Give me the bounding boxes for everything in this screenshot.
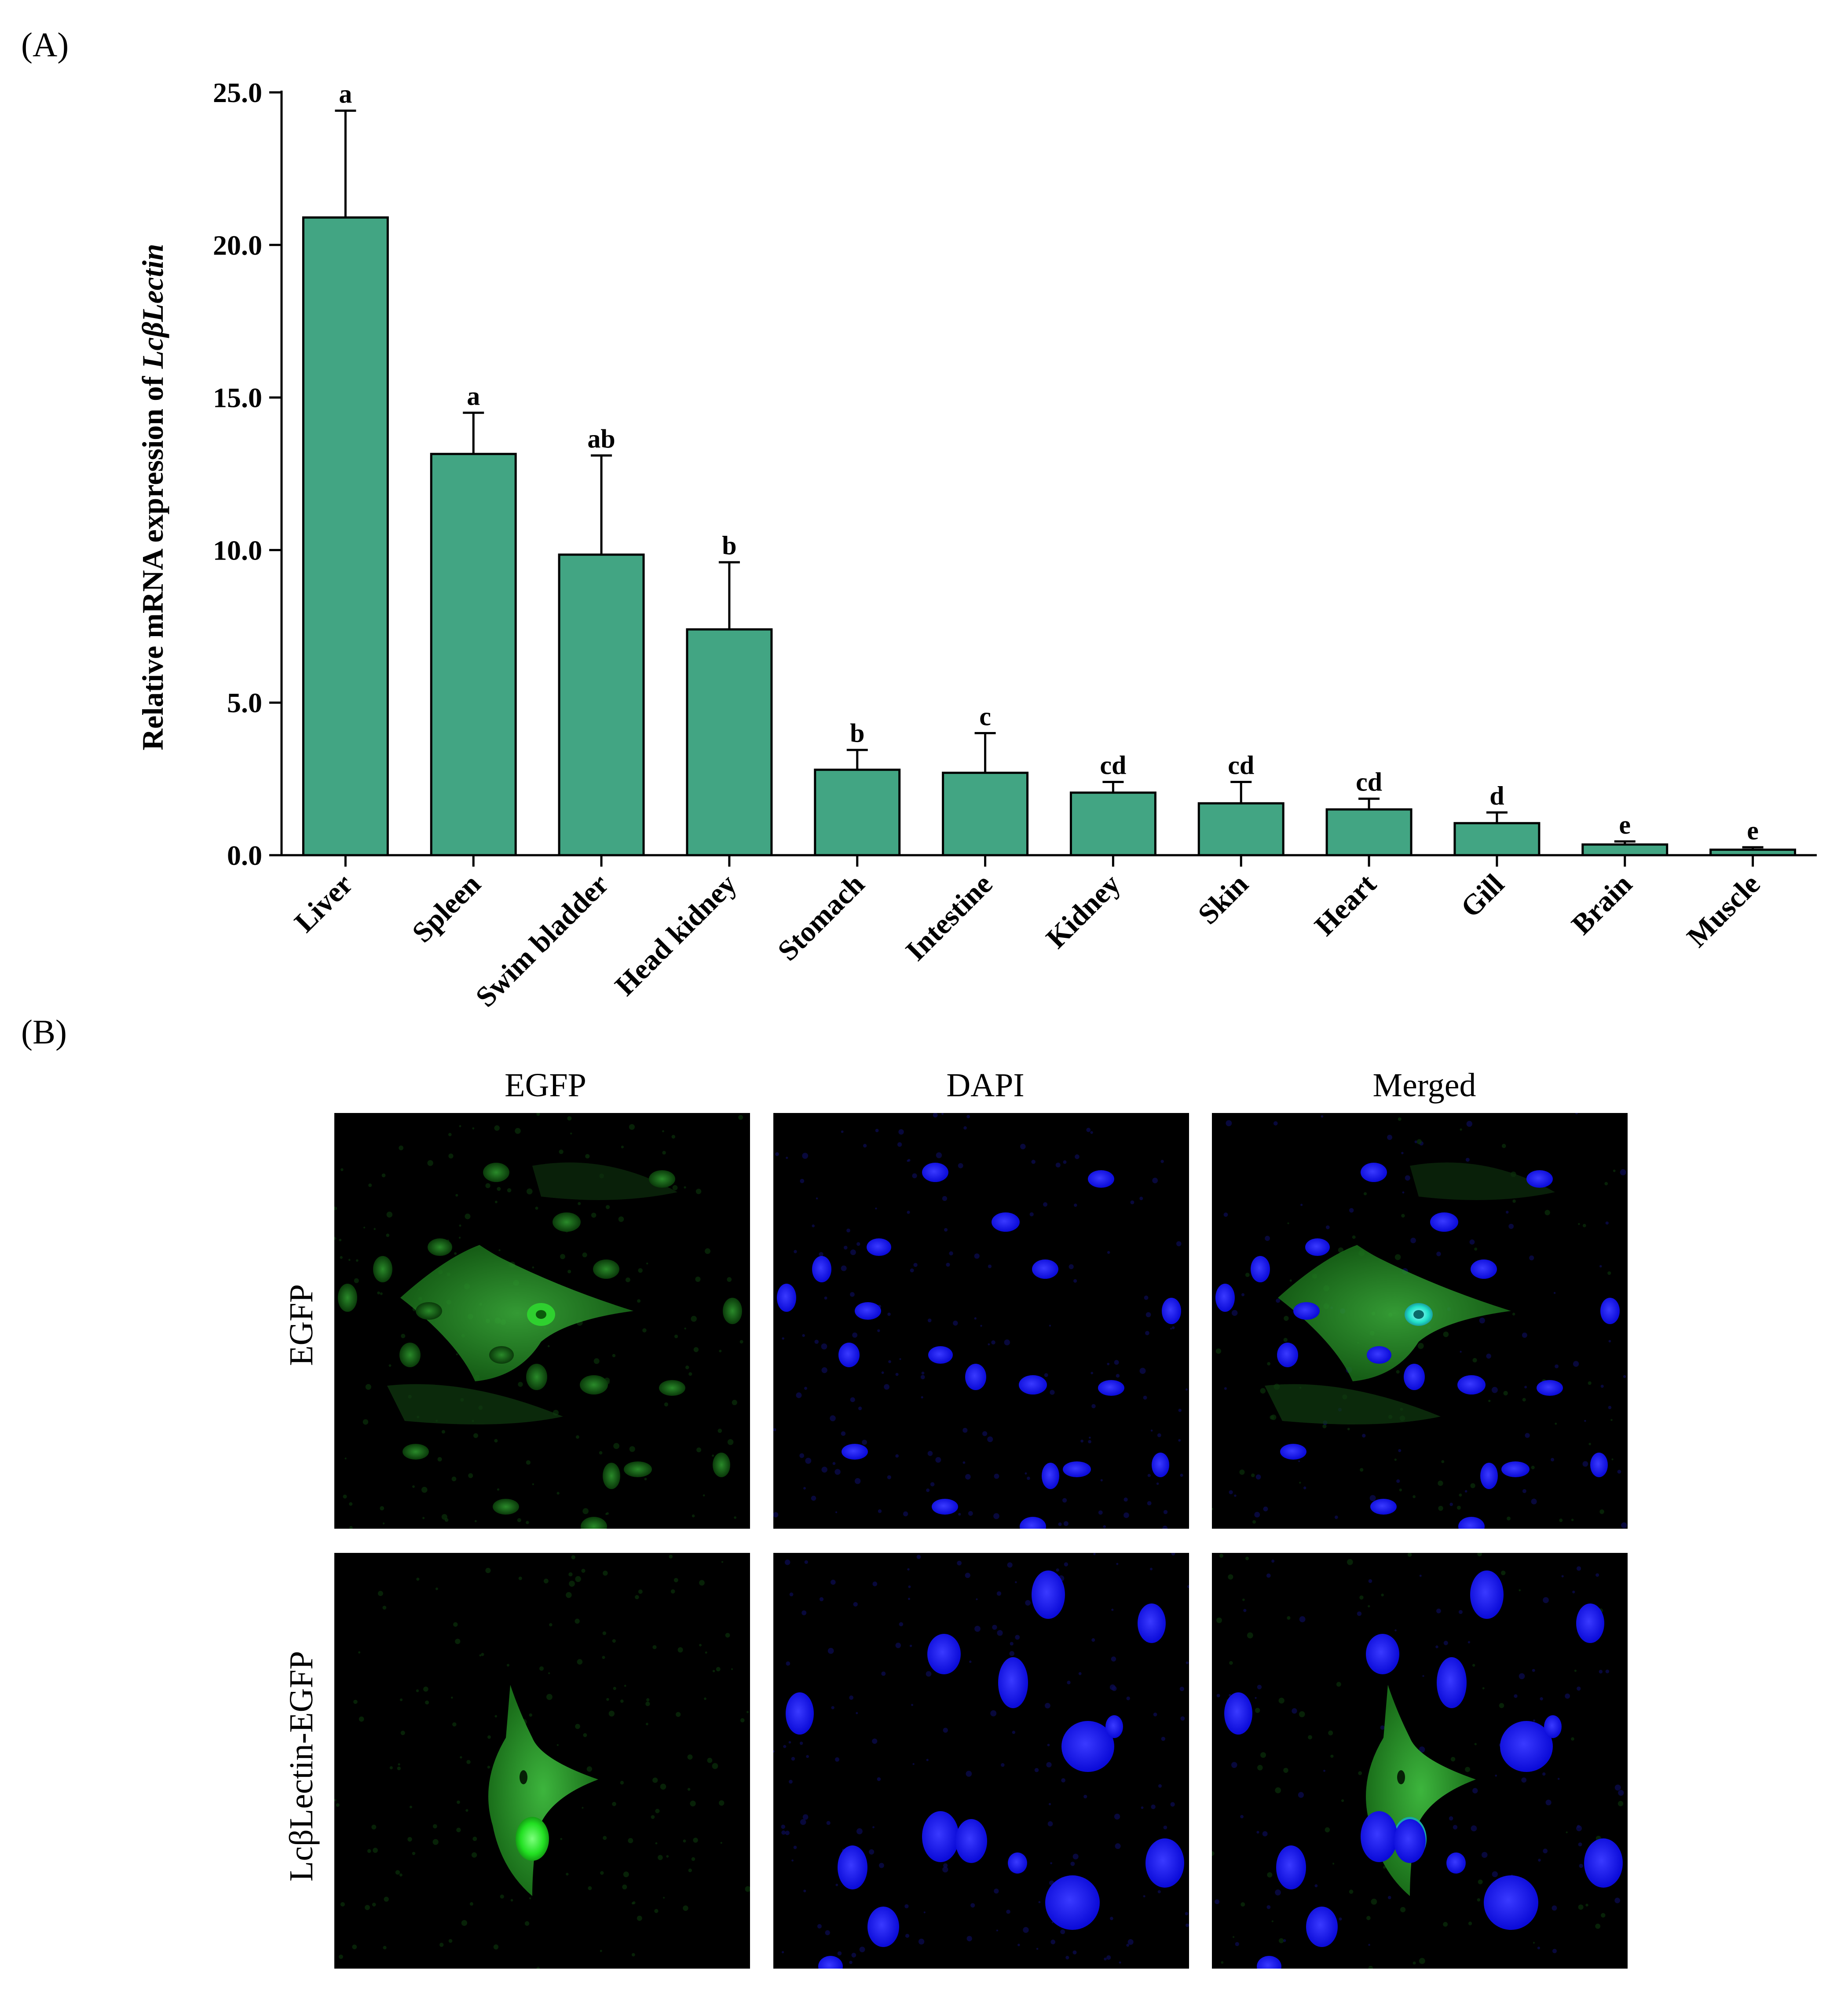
x-tick-label: Head kidney [609,868,743,1002]
micrograph-r2-c1 [334,1553,750,1969]
y-tick-label: 20.0 [213,230,262,261]
row-header-lcblectin-egfp: LcβLectin-EGFP [283,1651,320,1882]
y-axis: 0.0 5.0 10.0 15.0 20.0 25.0 [213,77,283,871]
micrograph-r2-c2 [773,1553,1189,1969]
x-tick-label: Skin [1192,868,1254,930]
micrograph-r1-c2 [773,1113,1189,1529]
significance-label: a [339,80,352,109]
panel-a-label: (A) [21,26,69,64]
micrograph-r1-c1 [334,1113,750,1529]
bar-intestine [942,772,1029,857]
micrograph-grid [334,1113,1628,1969]
bar-swim-bladder [558,553,645,857]
row-header-egfp: EGFP [283,1284,320,1366]
significance-label: e [1619,810,1631,839]
bars: a a ab b b c cd cd cd d e e [302,80,1797,857]
bar-gill [1453,822,1541,857]
bar-liver [302,216,389,857]
column-header-dapi: DAPI [946,1067,1024,1104]
bar-skin [1197,802,1284,857]
y-axis-label: Relative mRNA expression of LcβLectin [136,244,169,750]
significance-label: cd [1100,751,1126,780]
bar-spleen [430,453,517,857]
svg-text:0 μm 10: 0 μm 10 [1566,1967,1614,1981]
x-tick-label: Liver [289,868,359,938]
bar-brain [1581,843,1669,857]
y-tick-label: 10.0 [213,534,262,566]
x-tick-label: Heart [1308,868,1382,942]
significance-label: e [1747,816,1759,845]
y-tick-label: 25.0 [213,77,262,108]
significance-label: a [467,381,480,410]
column-header-egfp: EGFP [505,1067,586,1104]
significance-label: cd [1356,768,1382,797]
bar-stomach [814,769,901,857]
x-tick-label: Brain [1566,868,1639,941]
y-tick-label: 15.0 [213,382,262,414]
significance-label: b [722,531,736,560]
micrograph-r2-c3 [1212,1553,1628,1969]
x-tick-label: Gill [1455,868,1511,924]
x-tick-label: Spleen [406,868,487,949]
significance-label: cd [1228,751,1254,780]
scale-bar: 0 μm 10 [1552,1967,1628,1983]
significance-label: c [979,702,991,731]
x-tick-label: Kidney [1040,868,1127,955]
y-tick-label: 0.0 [227,840,262,871]
x-tick-label: Stomach [772,868,871,967]
significance-label: ab [587,424,615,453]
significance-label: d [1489,781,1504,810]
bar-heart [1325,808,1413,857]
bar-kidney [1069,791,1156,857]
panel-b-label: (B) [21,1013,67,1051]
significance-label: b [850,719,864,748]
micrograph-r1-c3 [1212,1113,1628,1529]
column-header-merged: Merged [1373,1067,1476,1104]
x-tick-label: Intestine [900,868,999,967]
x-tick-label: Swim bladder [469,868,615,1013]
y-tick-label: 5.0 [227,687,262,718]
bar-head-kidney [686,628,773,857]
x-tick-label: Muscle [1681,868,1766,953]
